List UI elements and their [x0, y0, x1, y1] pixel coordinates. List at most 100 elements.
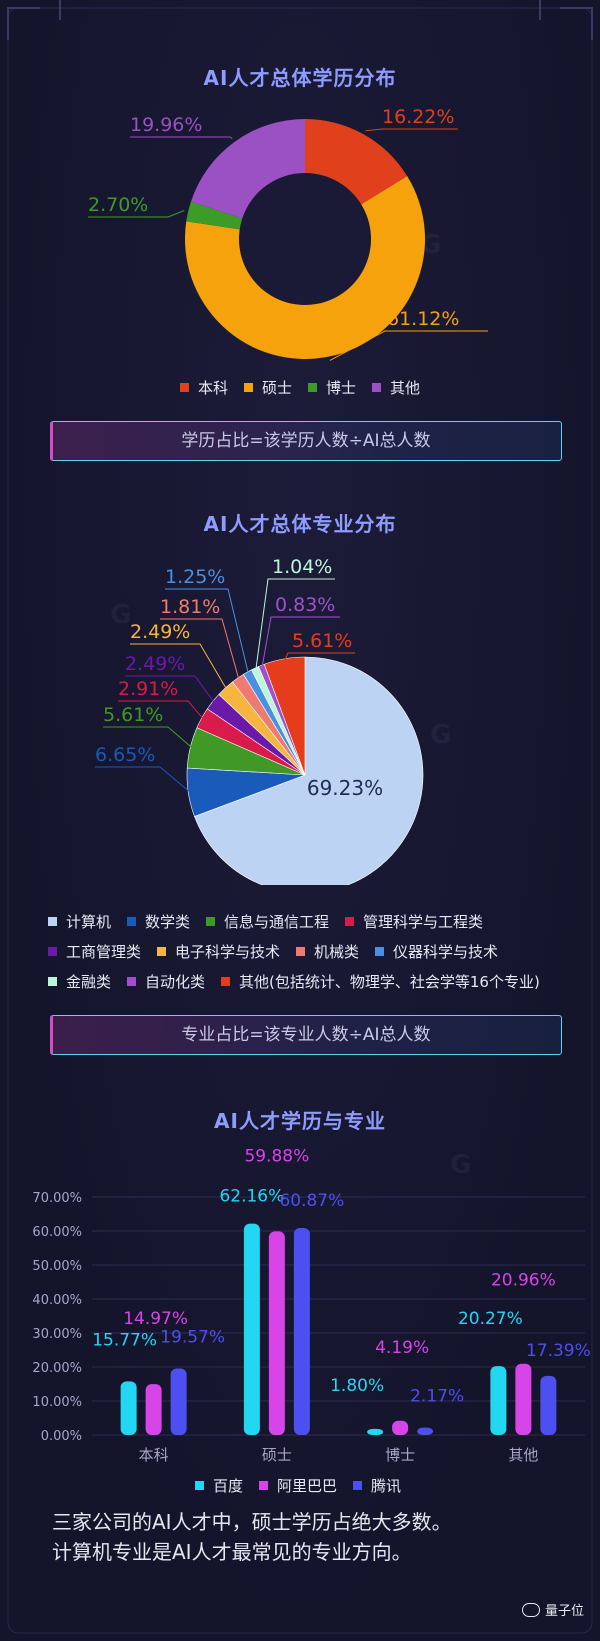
donut-slice-3 — [190, 119, 305, 219]
pie-value-label: 1.25% — [165, 566, 225, 588]
bar-1-2 — [293, 1228, 310, 1435]
bar-3-0 — [490, 1366, 507, 1435]
legend-label: 机械类 — [314, 942, 360, 961]
pie-value-label: 5.61% — [292, 630, 352, 652]
bar-1-0 — [243, 1223, 260, 1435]
donut-value-label: 2.70% — [88, 194, 148, 216]
bar-value-label: 4.19% — [375, 1338, 429, 1358]
pie-leader-line — [160, 618, 240, 680]
legend-swatch — [48, 976, 57, 986]
legend-swatch — [206, 916, 216, 926]
legend-item: 其他 — [372, 377, 420, 398]
legend-row: 计算机 数学类 信息与通信工程 管理科学与工程类 — [48, 906, 556, 936]
legend-label: 金融类 — [66, 972, 112, 991]
wechat-icon — [522, 1602, 540, 1617]
pie-value-label: 5.61% — [103, 704, 163, 726]
y-tick-label: 30.00% — [32, 1327, 82, 1342]
x-category-label: 硕士 — [262, 1446, 292, 1464]
legend-item: 电子科学与技术 — [157, 941, 280, 962]
legend-swatch — [353, 1480, 363, 1490]
y-tick-label: 50.00% — [32, 1259, 82, 1274]
bar-value-label: 59.88% — [244, 1146, 309, 1166]
y-tick-label: 0.00% — [41, 1429, 82, 1444]
pie-value-label: 1.81% — [160, 596, 220, 618]
bar-value-label: 1.80% — [330, 1376, 384, 1396]
y-tick-label: 40.00% — [32, 1293, 82, 1308]
pie-leader-line — [130, 643, 228, 690]
bar-0-2 — [170, 1368, 187, 1435]
legend-label: 自动化类 — [145, 972, 206, 991]
major-formula: 专业占比=该专业人数÷AI总人数 — [50, 1015, 562, 1055]
donut-leader-line — [88, 210, 185, 218]
y-tick-label: 10.00% — [32, 1395, 82, 1410]
pie-value-label: 2.91% — [118, 678, 178, 700]
pie-leader-line — [261, 616, 340, 668]
legend-swatch — [372, 382, 382, 392]
summary-line-2: 计算机专业是AI人才最常见的专业方向。 — [52, 1540, 412, 1564]
education-major-bar-chart: 0.00% 10.00% 20.00% 30.00% 40.00% 50.00% 60.00… — [32, 1146, 590, 1464]
legend-row: 工商管理类 电子科学与技术 机械类 仪器科学与技术 — [48, 936, 556, 966]
legend-row: 本科 硕士 博士 其他 — [180, 372, 436, 402]
bar-value-label: 20.27% — [458, 1309, 523, 1329]
bar-value-label: 62.16% — [219, 1187, 284, 1207]
pie-leader-line — [255, 578, 335, 670]
bar-value-label: 15.77% — [92, 1330, 157, 1350]
legend-item: 博士 — [308, 377, 356, 398]
legend-item: 工商管理类 — [48, 941, 141, 962]
legend-swatch — [375, 946, 385, 956]
legend-item: 仪器科学与技术 — [375, 941, 498, 962]
legend-label: 博士 — [326, 378, 357, 397]
legend-item: 信息与通信工程 — [206, 911, 329, 932]
pie-leader-line — [118, 700, 204, 720]
legend-label: 仪器科学与技术 — [393, 942, 499, 961]
legend-swatch — [296, 946, 306, 956]
education-donut-chart: 16.22% 61.12% 2.70% 19.96% — [88, 106, 488, 361]
legend-swatch — [221, 976, 231, 986]
legend-swatch — [259, 1480, 269, 1490]
legend-item: 其他(包括统计、物理学、社会学等16个专业) — [221, 971, 540, 992]
education-legend: 本科 硕士 博士 其他 — [180, 372, 436, 402]
donut-slice-2 — [186, 201, 243, 230]
bar-value-label: 20.96% — [491, 1271, 556, 1291]
bar-1-1 — [268, 1231, 285, 1435]
major-chart-title: AI人才总体专业分布 — [203, 512, 397, 536]
x-category-label: 本科 — [139, 1446, 169, 1464]
pie-leader-line — [284, 652, 355, 661]
donut-leader-line — [130, 136, 233, 139]
pie-value-label: 0.83% — [275, 594, 335, 616]
bar-value-label: 14.97% — [123, 1309, 188, 1329]
donut-leader-line — [365, 128, 458, 132]
bar-2-2 — [417, 1427, 434, 1435]
summary-line-1: 三家公司的AI人才中，硕士学历占绝大多数。 — [52, 1510, 452, 1534]
pie-slice-0 — [194, 656, 424, 885]
legend-item: 自动化类 — [127, 971, 205, 992]
bar-chart-title: AI人才学历与专业 — [214, 1109, 386, 1133]
brand-mark: 量子位 — [522, 1600, 584, 1619]
legend-row: 金融类 自动化类 其他(包括统计、物理学、社会学等16个专业) — [48, 966, 556, 996]
legend-item: 管理科学与工程类 — [345, 911, 483, 932]
bar-0-0 — [120, 1381, 137, 1435]
education-chart-title: AI人才总体学历分布 — [203, 66, 397, 90]
legend-swatch — [127, 916, 137, 926]
company-legend: 百度 阿里巴巴 腾讯 — [195, 1470, 417, 1500]
legend-swatch — [308, 382, 318, 392]
donut-leader-line — [329, 330, 488, 361]
x-category-label: 其他 — [508, 1446, 538, 1464]
pie-leader-line — [165, 588, 249, 674]
legend-label: 信息与通信工程 — [224, 912, 330, 931]
legend-label: 本科 — [198, 378, 229, 397]
legend-label: 硕士 — [262, 378, 293, 397]
bar-3-1 — [515, 1363, 532, 1435]
legend-item: 本科 — [180, 377, 228, 398]
major-pie-chart: 69.23% 6.65% 5.61% 2.91% 2.49% 2.49% 1.81% 1.25… — [95, 556, 424, 885]
bar-0-1 — [145, 1384, 162, 1435]
legend-swatch — [157, 946, 167, 956]
legend-item: 硕士 — [244, 377, 292, 398]
bar-value-label: 2.17% — [410, 1387, 464, 1407]
donut-slice-1 — [185, 176, 425, 359]
x-category-label: 博士 — [385, 1446, 415, 1464]
legend-item: 阿里巴巴 — [259, 1475, 337, 1496]
brand-label: 量子位 — [545, 1604, 585, 1619]
